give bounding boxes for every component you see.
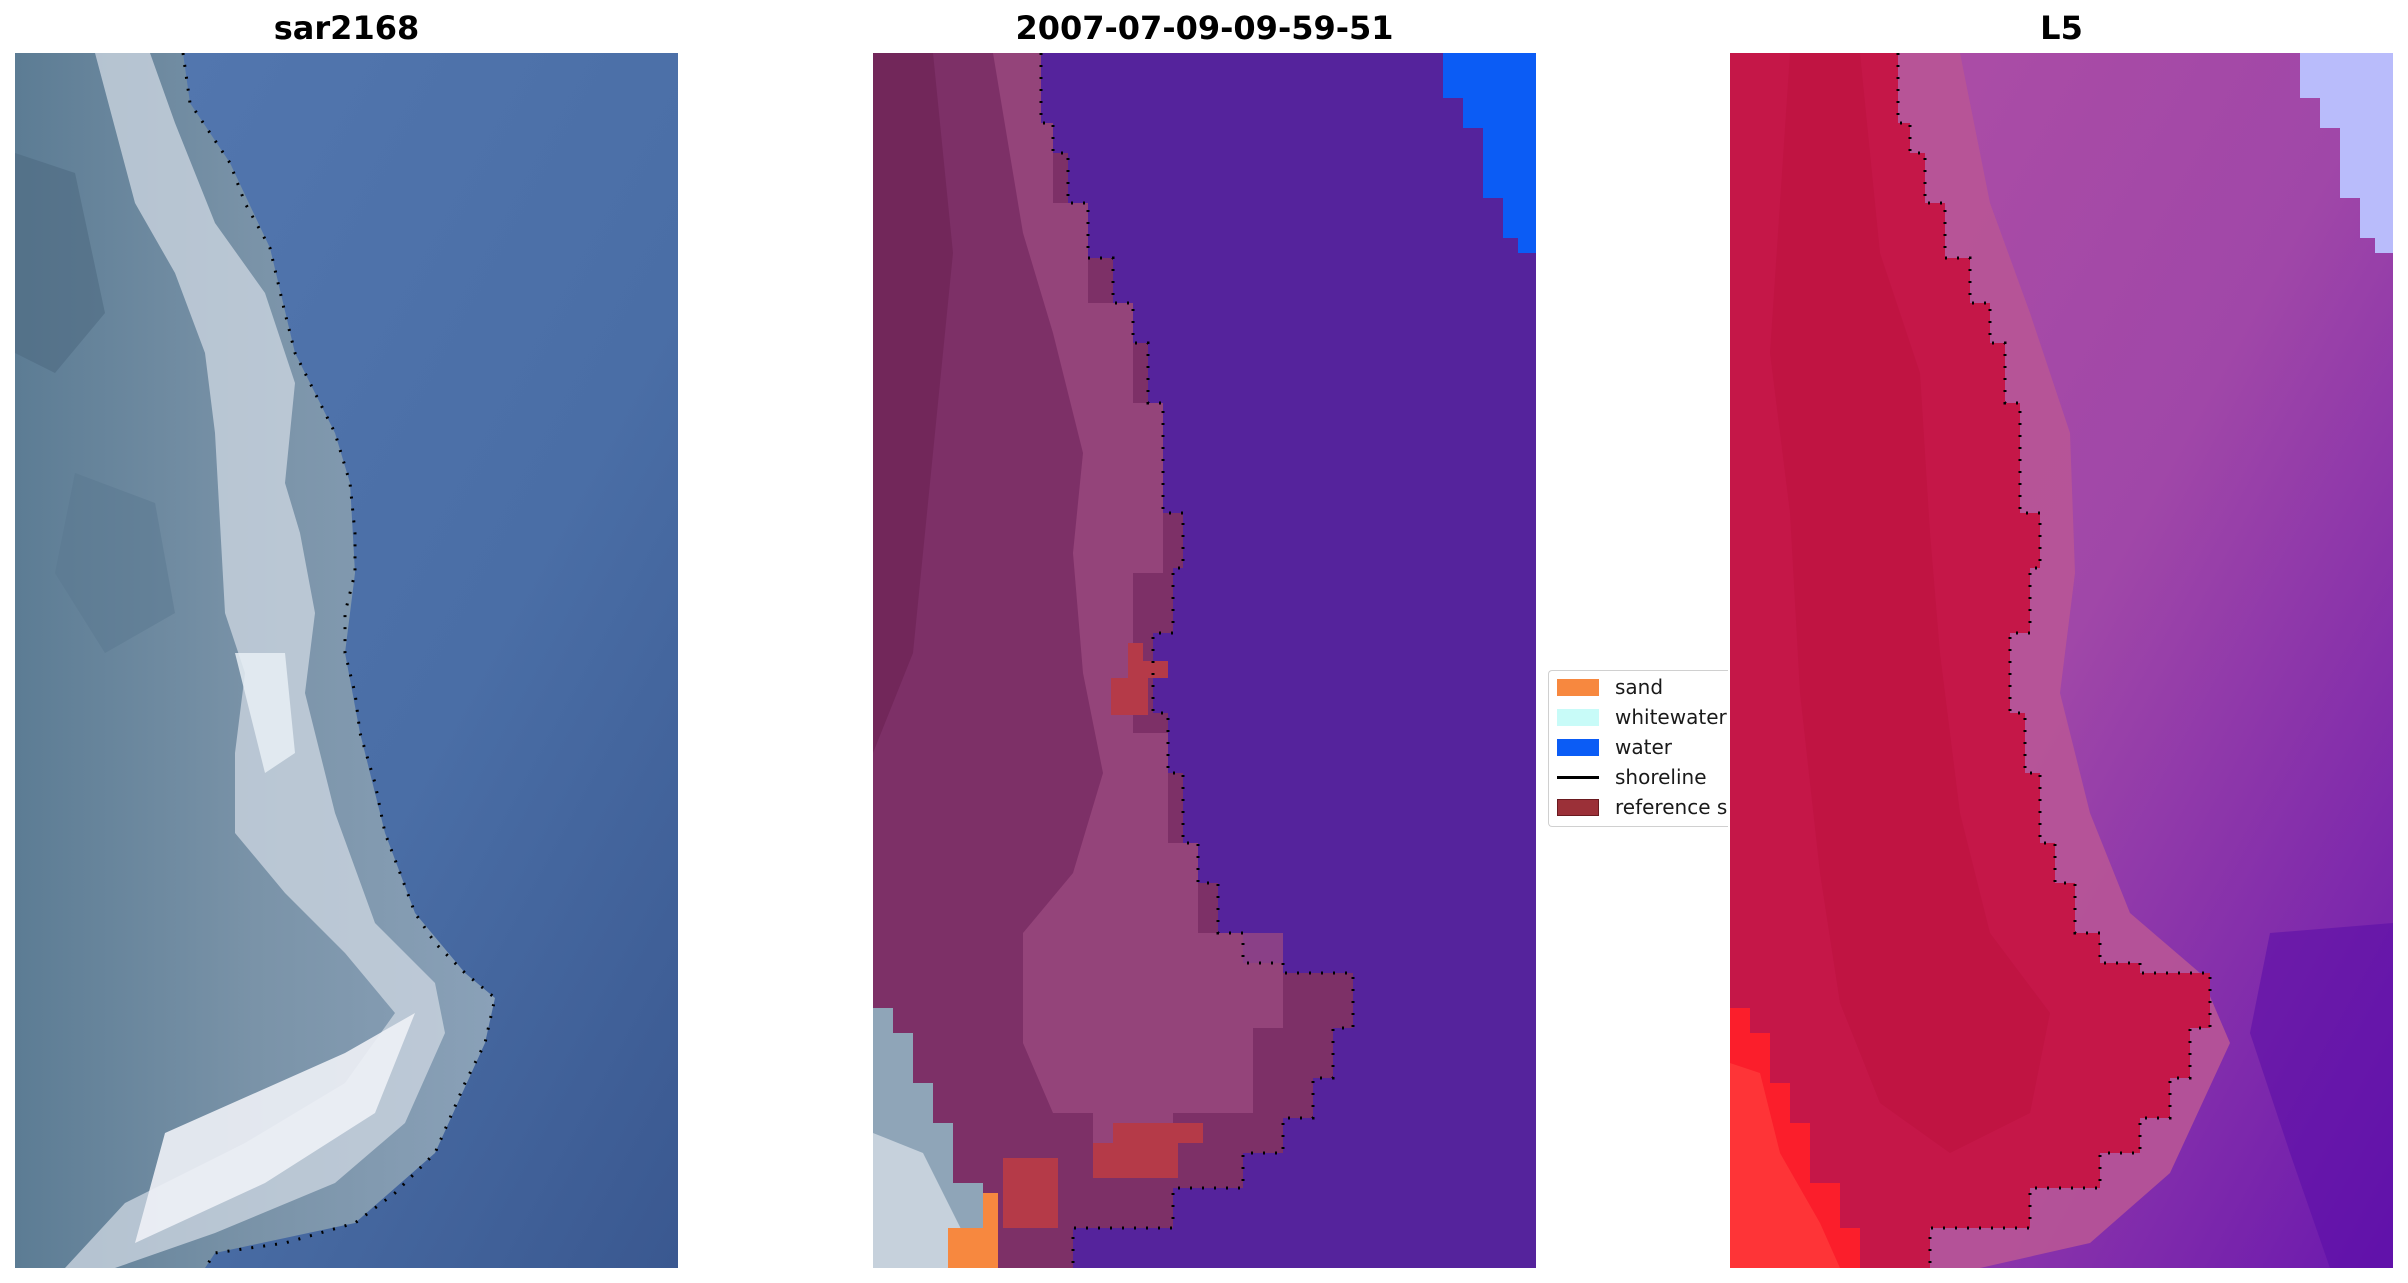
legend-line-shoreline [1557, 775, 1599, 779]
legend-item-water: water [1557, 735, 1672, 759]
panel-title-rgb: sar2168 [273, 9, 420, 47]
reference-sand-block [1003, 1158, 1058, 1228]
classification-panel [873, 53, 1536, 1268]
legend-label: whitewater [1615, 705, 1727, 729]
water-index-high [2300, 53, 2393, 253]
legend-swatch-sand [1557, 678, 1599, 696]
legend-swatch-water [1557, 738, 1599, 756]
legend: sand whitewater water shoreline referenc… [1548, 670, 1728, 827]
legend-swatch-reference-sand [1557, 798, 1599, 816]
water-class-region [1443, 53, 1536, 253]
legend-label: reference s [1615, 795, 1728, 819]
panel-title-mndwi: L5 [2040, 9, 2083, 47]
sand-class-region [948, 1193, 998, 1268]
rgb-image-panel [15, 53, 678, 1268]
legend-swatch-whitewater [1557, 708, 1599, 726]
legend-item-sand: sand [1557, 675, 1663, 699]
legend-item-whitewater: whitewater [1557, 705, 1727, 729]
legend-label: water [1615, 735, 1672, 759]
legend-label: shoreline [1615, 765, 1707, 789]
reference-sand-block [1093, 1123, 1203, 1178]
panel-title-classification: 2007-07-09-09-59-51 [1015, 9, 1394, 47]
legend-label: sand [1615, 675, 1664, 699]
legend-item-reference-sand: reference s [1557, 795, 1727, 819]
mndwi-panel [1730, 53, 2393, 1268]
legend-item-shoreline: shoreline [1557, 765, 1707, 789]
